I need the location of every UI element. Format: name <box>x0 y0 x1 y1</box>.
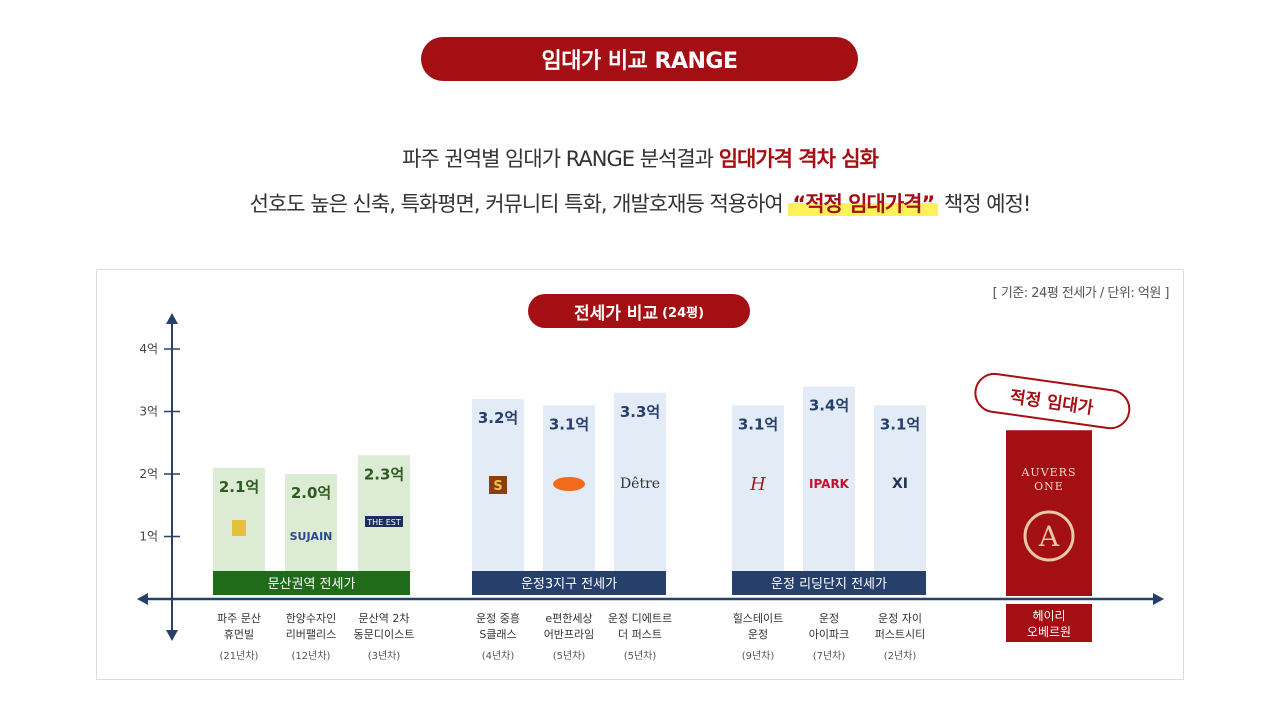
target-brand-line1: AUVERS <box>1020 466 1076 479</box>
group-band-label: 운정3지구 전세가 <box>521 577 617 592</box>
x-label-year: (4년차) <box>482 650 515 662</box>
logo-e-pyeonhan-icon <box>553 477 585 491</box>
x-label-line1: 한양수자인 <box>286 612 337 625</box>
bar <box>614 392 666 571</box>
x-label-year: (7년차) <box>813 650 846 662</box>
y-tick-label: 2억 <box>139 467 158 481</box>
target-name-line1: 헤이리 <box>1032 609 1065 623</box>
x-label-line1: 운정 중흥 <box>476 611 520 625</box>
logo-hillstate-icon: H <box>749 474 766 495</box>
x-label-line1: e편한세상 <box>545 612 592 625</box>
x-label-year: (2년차) <box>884 650 917 662</box>
logo-detre-icon: Dêtre <box>620 476 660 492</box>
x-label-line1: 문산역 2차 <box>359 612 410 625</box>
bar <box>358 455 410 571</box>
group-band-label: 문산권역 전세가 <box>268 577 356 592</box>
basis-note: [ 기준: 24평 전세가 / 단위: 억원 ] <box>992 286 1170 301</box>
x-label-year: (12년차) <box>292 650 331 662</box>
summary-line-2-emphasis: “적정 임대가격” <box>788 192 939 216</box>
target-emblem-icon <box>1023 510 1075 562</box>
bar <box>803 386 855 571</box>
bar-value-label: 3.1억 <box>549 415 589 433</box>
chart-title: 전세가 비교 <box>573 303 659 324</box>
logo-s-class-icon <box>489 476 507 494</box>
bar-value-label: 3.1억 <box>880 415 920 433</box>
target-name-line2: 오베르원 <box>1027 625 1071 639</box>
bar <box>874 405 926 571</box>
summary-line-2: 선호도 높은 신축, 특화평면, 커뮤니티 특화, 개발호재등 적용하여 “적정… <box>0 188 1280 218</box>
x-label-line1: 운정 디에트르 <box>608 612 672 625</box>
bar-value-label: 2.0억 <box>291 484 331 502</box>
x-label-line2: 퍼스트시티 <box>875 628 926 641</box>
x-label-line2: 더 퍼스트 <box>618 628 662 641</box>
summary-line-1: 파주 권역별 임대가 RANGE 분석결과 임대가격 격차 심화 <box>0 143 1280 173</box>
x-label-line1: 운정 자이 <box>878 612 922 625</box>
chart-title-badge: 전세가 비교 (24평) <box>528 294 750 328</box>
logo-the-est-text: THE EST <box>366 518 401 527</box>
y-axis-arrow-up <box>166 313 178 324</box>
bar <box>285 474 337 571</box>
summary-line-2-prefix: 선호도 높은 신축, 특화평면, 커뮤니티 특화, 개발호재등 적용하여 <box>249 192 784 216</box>
summary-line-2-suffix: 책정 예정! <box>943 192 1031 216</box>
target-emblem-letter: A <box>1038 520 1060 553</box>
x-label-line2: 휴먼빌 <box>224 628 254 641</box>
x-axis-arrow-left <box>137 593 148 605</box>
page-title: 임대가 비교 RANGE <box>541 49 738 74</box>
summary-line-1-emphasis: 임대가격 격차 심화 <box>718 147 879 171</box>
bar <box>213 467 265 571</box>
target-stamp: 적정 임대가 <box>974 372 1131 430</box>
group-band <box>732 571 926 595</box>
x-label-line1: 힐스테이트 <box>733 612 784 625</box>
y-tick-label: 3억 <box>139 405 158 419</box>
page-title-pill: 임대가 비교 RANGE <box>421 37 858 81</box>
bar-value-label: 3.3억 <box>620 403 660 421</box>
x-label-line2: 어반프라임 <box>544 628 595 641</box>
group-band <box>213 571 410 595</box>
bar <box>732 405 784 571</box>
x-label-line1: 운정 <box>819 612 839 625</box>
x-label-line1: 파주 문산 <box>217 612 261 625</box>
summary-line-1-prefix: 파주 권역별 임대가 RANGE 분석결과 <box>402 147 714 171</box>
chart-axes: 1억 2억 3억 4억 <box>137 313 1164 641</box>
logo-the-est-icon <box>365 516 403 527</box>
x-label-year: (5년차) <box>553 650 586 662</box>
bar-value-label: 3.4억 <box>809 397 849 415</box>
x-label-year: (21년차) <box>220 650 259 662</box>
x-label-year: (5년차) <box>624 650 657 662</box>
target-label-box <box>1006 604 1092 642</box>
x-label-year: (9년차) <box>742 650 775 662</box>
y-tick-label: 1억 <box>139 530 158 544</box>
bar-value-label: 2.3억 <box>364 465 404 483</box>
x-axis-arrow-right <box>1153 593 1164 605</box>
x-label-line2: 리버팰리스 <box>286 628 337 641</box>
logo-sujain-icon: SUJAIN <box>290 530 333 543</box>
x-label-line2: 동문디이스트 <box>354 628 415 641</box>
x-label-year: (3년차) <box>368 650 401 662</box>
logo-xi-icon: XI <box>892 476 908 492</box>
x-label-line2: 아이파크 <box>809 628 849 641</box>
target-brand-line2: ONE <box>1034 480 1064 493</box>
target-stamp-border <box>974 372 1131 430</box>
chart-title-suffix: (24평) <box>662 305 705 321</box>
group-band-label: 운정 리딩단지 전세가 <box>771 577 887 592</box>
bar-value-label: 3.1억 <box>738 415 778 433</box>
group-band <box>472 571 666 595</box>
x-label-line2: S클래스 <box>479 628 516 641</box>
x-label-line2: 운정 <box>748 628 768 641</box>
y-tick-label: 4억 <box>139 342 158 356</box>
logo-h-icon <box>232 520 246 536</box>
logo-s-class-text: S <box>493 479 502 494</box>
y-axis-arrow-down <box>166 630 178 641</box>
logo-ipark-icon: IPARK <box>809 477 850 491</box>
bar-value-label: 3.2억 <box>478 409 518 427</box>
bar-value-label: 2.1억 <box>219 478 259 496</box>
